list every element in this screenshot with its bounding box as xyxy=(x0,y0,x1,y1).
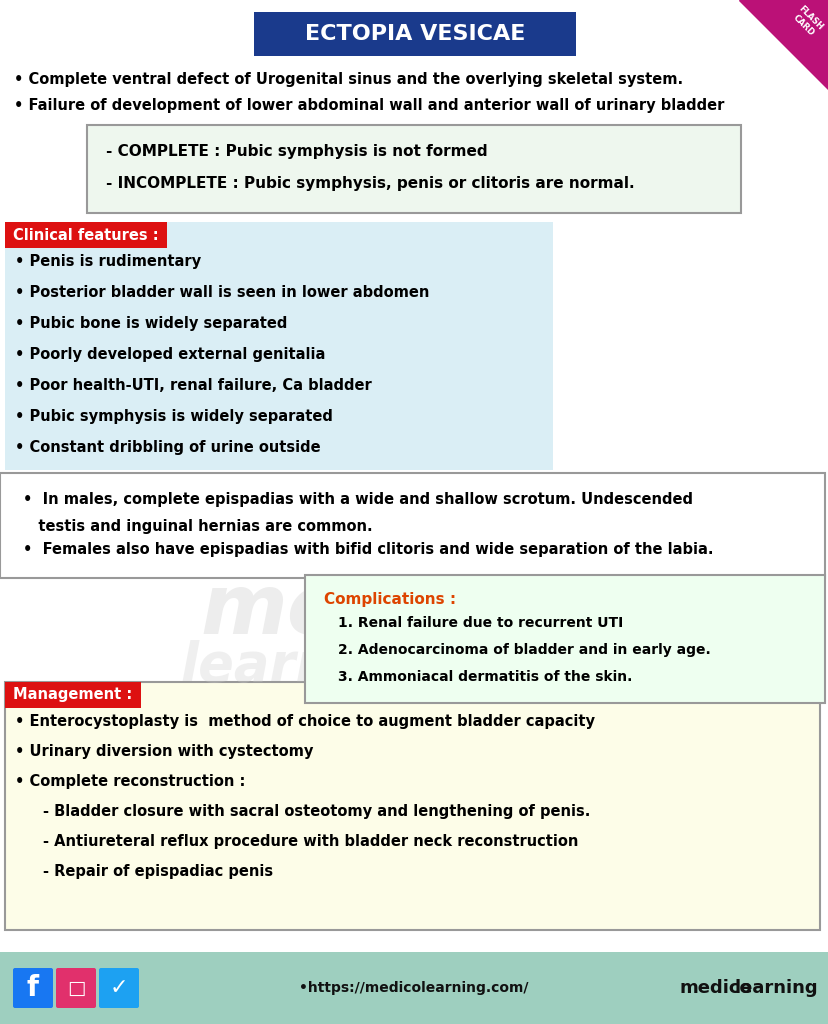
Text: f: f xyxy=(26,974,39,1002)
Text: • Penis is rudimentary: • Penis is rudimentary xyxy=(15,254,201,269)
Text: - Antiureteral reflux procedure with bladder neck reconstruction: - Antiureteral reflux procedure with bla… xyxy=(43,834,578,849)
Text: - Repair of epispadiac penis: - Repair of epispadiac penis xyxy=(43,864,272,879)
Text: learning: learning xyxy=(180,640,426,692)
Text: □: □ xyxy=(67,979,85,997)
Text: • Pubic bone is widely separated: • Pubic bone is widely separated xyxy=(15,316,287,331)
FancyBboxPatch shape xyxy=(0,473,824,578)
Text: •https://medicolearning.com/: •https://medicolearning.com/ xyxy=(299,981,528,995)
Text: - INCOMPLETE : Pubic symphysis, penis or clitoris are normal.: - INCOMPLETE : Pubic symphysis, penis or… xyxy=(106,176,634,191)
Text: ✓: ✓ xyxy=(109,978,128,998)
Text: • Poor health-UTI, renal failure, Ca bladder: • Poor health-UTI, renal failure, Ca bla… xyxy=(15,378,371,393)
FancyBboxPatch shape xyxy=(5,682,819,930)
Text: Complications :: Complications : xyxy=(324,592,455,607)
Text: - COMPLETE : Pubic symphysis is not formed: - COMPLETE : Pubic symphysis is not form… xyxy=(106,144,487,159)
Text: •  In males, complete epispadias with a wide and shallow scrotum. Undescended: • In males, complete epispadias with a w… xyxy=(23,492,692,507)
Text: learning: learning xyxy=(734,979,817,997)
FancyBboxPatch shape xyxy=(87,125,740,213)
Text: 1. Renal failure due to recurrent UTI: 1. Renal failure due to recurrent UTI xyxy=(338,616,623,630)
FancyBboxPatch shape xyxy=(56,968,96,1008)
Text: • Complete reconstruction :: • Complete reconstruction : xyxy=(15,774,245,790)
FancyBboxPatch shape xyxy=(5,682,141,708)
Text: mea: mea xyxy=(200,570,399,651)
Text: • Failure of development of lower abdominal wall and anterior wall of urinary bl: • Failure of development of lower abdomi… xyxy=(14,98,724,113)
Text: • Enterocystoplasty is  method of choice to augment bladder capacity: • Enterocystoplasty is method of choice … xyxy=(15,714,595,729)
Text: 3. Ammoniacal dermatitis of the skin.: 3. Ammoniacal dermatitis of the skin. xyxy=(338,670,632,684)
Text: Management :: Management : xyxy=(13,687,132,702)
Text: • Urinary diversion with cystectomy: • Urinary diversion with cystectomy xyxy=(15,744,313,759)
FancyBboxPatch shape xyxy=(305,575,824,703)
FancyBboxPatch shape xyxy=(5,222,166,248)
FancyBboxPatch shape xyxy=(99,968,139,1008)
Text: testis and inguinal hernias are common.: testis and inguinal hernias are common. xyxy=(23,519,372,534)
Text: • Pubic symphysis is widely separated: • Pubic symphysis is widely separated xyxy=(15,409,333,424)
Text: • Posterior bladder wall is seen in lower abdomen: • Posterior bladder wall is seen in lowe… xyxy=(15,285,429,300)
FancyBboxPatch shape xyxy=(0,952,828,1024)
Text: • Complete ventral defect of Urogenital sinus and the overlying skeletal system.: • Complete ventral defect of Urogenital … xyxy=(14,72,682,87)
Polygon shape xyxy=(738,0,828,90)
Text: 2. Adenocarcinoma of bladder and in early age.: 2. Adenocarcinoma of bladder and in earl… xyxy=(338,643,710,657)
FancyBboxPatch shape xyxy=(13,968,53,1008)
Text: Clinical features :: Clinical features : xyxy=(13,227,158,243)
FancyBboxPatch shape xyxy=(5,222,552,470)
Text: •  Females also have epispadias with bifid clitoris and wide separation of the l: • Females also have epispadias with bifi… xyxy=(23,542,713,557)
Text: • Constant dribbling of urine outside: • Constant dribbling of urine outside xyxy=(15,440,320,455)
Text: - Bladder closure with sacral osteotomy and lengthening of penis.: - Bladder closure with sacral osteotomy … xyxy=(43,804,590,819)
FancyBboxPatch shape xyxy=(253,12,575,56)
Text: medico: medico xyxy=(679,979,752,997)
Text: • Poorly developed external genitalia: • Poorly developed external genitalia xyxy=(15,347,325,362)
Text: FLASH
CARD: FLASH CARD xyxy=(788,4,824,40)
Text: ECTOPIA VESICAE: ECTOPIA VESICAE xyxy=(305,24,525,44)
